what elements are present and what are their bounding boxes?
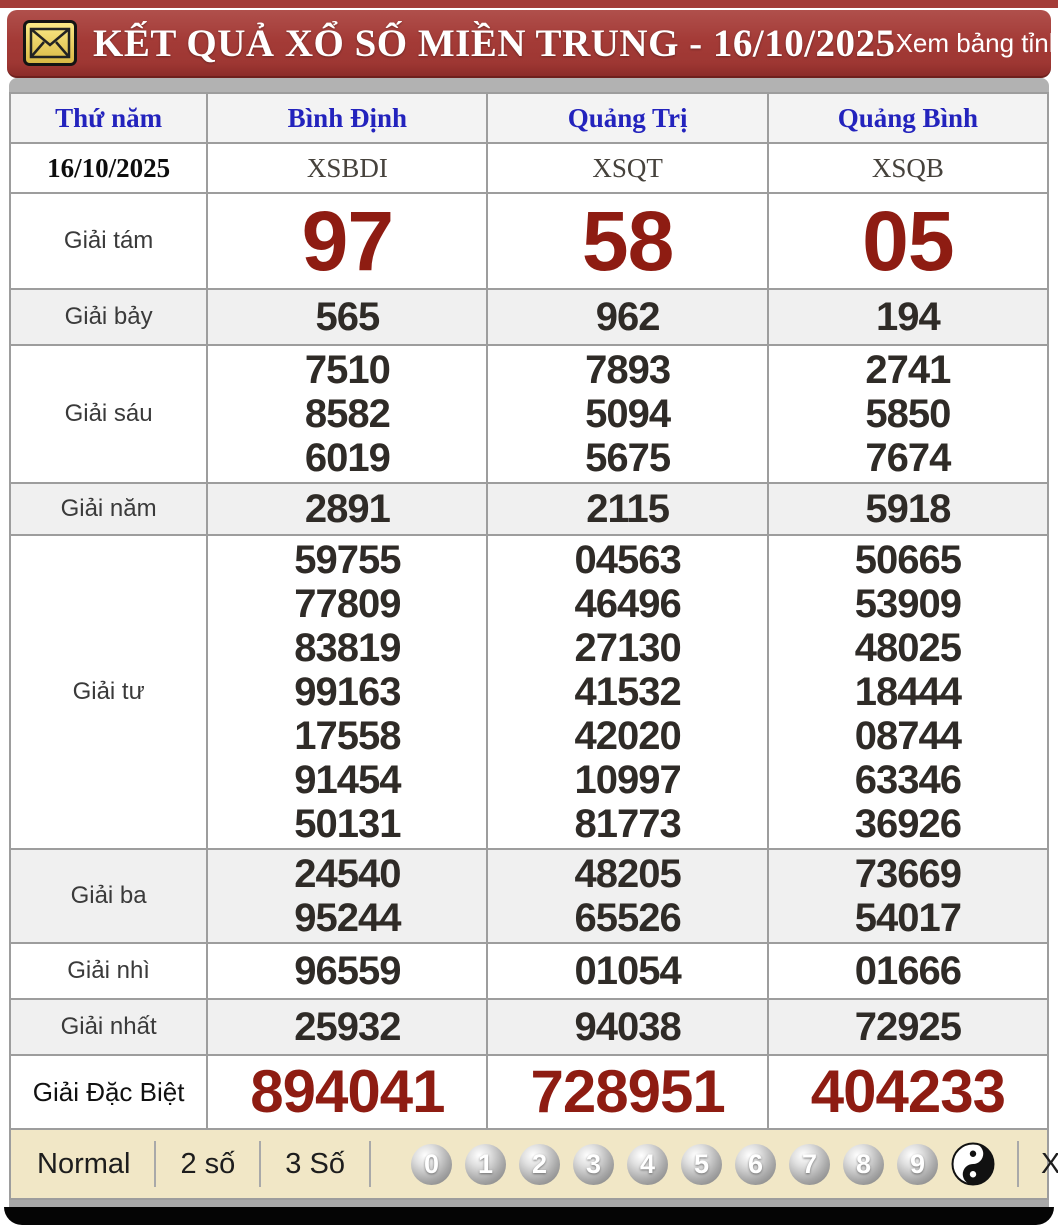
prize-value: 01666 [854,949,962,993]
divider [259,1141,262,1187]
digit-ball-4[interactable]: 4 [626,1143,668,1185]
digit-ball-1[interactable]: 1 [464,1143,506,1185]
prize-row-first: Giải nhất 25932 94038 72925 [8,998,1050,1056]
prize-value-list: 73669 54017 [854,852,962,940]
prize-value: 2891 [304,487,391,531]
prize-row-fifth: Giải năm 2891 2115 5918 [8,482,1050,536]
mode-2-digits[interactable]: 2 số [180,1147,236,1180]
digit-ball-0[interactable]: 0 [410,1143,452,1185]
code-xsbdi: XSBDI [306,152,388,183]
yin-yang-icon[interactable] [951,1142,995,1186]
prize-value-list: 50665 53909 48025 18444 08744 63346 36926 [854,538,962,846]
prize-value: 728951 [530,1058,725,1125]
mode-3-digits[interactable]: 3 Số [285,1147,345,1180]
prize-label: Giải nhì [67,957,150,984]
prize-label: Giải sáu [64,400,153,427]
prize-value: 96559 [294,949,401,993]
prize-label: Giải Đặc Biệt [32,1076,185,1107]
prize-value: 194 [875,295,941,339]
digit-ball-5[interactable]: 5 [680,1143,722,1185]
prize-label: Giải tám [63,227,154,254]
digit-ball-8[interactable]: 8 [842,1143,884,1185]
table-header-row: Thứ năm Bình Định Quảng Trị Quảng Bình [8,92,1050,144]
prize-row-eighth: Giải tám 97 58 05 [8,192,1050,290]
prize-value: 962 [595,295,661,339]
prize-value: 97 [301,194,394,288]
province-binh-dinh[interactable]: Bình Định [287,102,407,133]
prize-value-list: 48205 65526 [574,852,681,940]
footer-toolbar: Normal 2 số 3 Số 0 1 2 3 4 5 6 7 8 9 Xem… [9,1130,1058,1200]
prize-label: Giải bảy [64,303,153,330]
prize-row-seventh: Giải bảy 565 962 194 [8,288,1050,346]
prize-value-list: 04563 46496 27130 41532 42020 10997 81773 [574,538,681,846]
province-quang-binh[interactable]: Quảng Bình [837,102,979,133]
prize-value: 894041 [250,1058,445,1125]
prize-value-list: 7893 5094 5675 [585,348,671,480]
page-title: KẾT QUẢ XỔ SỐ MIỀN TRUNG - 16/10/2025 [93,21,896,65]
prize-value: 25932 [294,1005,401,1049]
divider [368,1141,371,1187]
prize-value-list: 24540 95244 [294,852,401,940]
digit-ball-2[interactable]: 2 [518,1143,560,1185]
digit-ball-9[interactable]: 9 [896,1143,938,1185]
prize-label: Giải năm [60,495,157,522]
prize-value: 94038 [574,1005,681,1049]
province-table-link[interactable]: Xem bảng tỉnh... [895,27,1058,58]
code-xsqt: XSQT [592,152,663,183]
bottom-shadow-bar [4,1207,1054,1225]
prize-value-list: 59755 77809 83819 99163 17558 91454 50131 [294,538,401,846]
prize-value-list: 7510 8582 6019 [304,348,391,480]
prize-value: 01054 [574,949,681,993]
prize-label: Giải tư [72,678,145,705]
code-xsqb: XSQB [871,152,944,183]
prize-row-second: Giải nhì 96559 01054 01666 [8,942,1050,1000]
prize-value: 05 [862,194,954,288]
prize-value-list: 2741 5850 7674 [865,348,951,480]
prize-value: 2115 [586,487,670,531]
prize-label: Giải ba [70,882,147,909]
mode-normal[interactable]: Normal [37,1147,131,1180]
digit-ball-7[interactable]: 7 [788,1143,830,1185]
prize-row-fourth: Giải tư 59755 77809 83819 99163 17558 91454 50… [8,534,1050,850]
digit-ball-group: 0 1 2 3 4 5 6 7 8 9 [410,1143,938,1185]
prize-row-special: Giải Đặc Biệt 894041 728951 404233 [8,1054,1050,1130]
divider [1016,1141,1019,1187]
title-bar: KẾT QUẢ XỔ SỐ MIỀN TRUNG - 16/10/2025 Xe… [7,10,1058,78]
draw-date: 16/10/2025 [47,152,171,183]
weekday-label: Thứ năm [55,102,163,133]
digit-ball-3[interactable]: 3 [572,1143,614,1185]
prize-value: 58 [581,194,674,288]
province-quang-tri[interactable]: Quảng Trị [567,102,688,133]
prize-value: 5918 [865,487,951,531]
divider [154,1141,157,1187]
prize-row-sixth: Giải sáu 7510 8582 6019 7893 5094 5675 2741 5… [8,344,1050,484]
top-red-strip [0,0,1058,8]
prize-value: 404233 [810,1058,1006,1125]
digit-ball-6[interactable]: 6 [734,1143,776,1185]
envelope-icon [23,20,77,66]
table-code-row: 16/10/2025 XSBDI XSQT XSQB [8,142,1050,194]
header-gray-strip [9,78,1049,92]
loto-table-link[interactable]: Xem Bảng Loto [1040,1147,1058,1180]
results-table: Thứ năm Bình Định Quảng Trị Quảng Bình 1… [8,92,1050,1130]
prize-row-third: Giải ba 24540 95244 48205 65526 73669 54017 [8,848,1050,944]
prize-value: 72925 [854,1005,962,1049]
prize-value: 565 [315,295,380,339]
prize-label: Giải nhất [60,1013,157,1040]
